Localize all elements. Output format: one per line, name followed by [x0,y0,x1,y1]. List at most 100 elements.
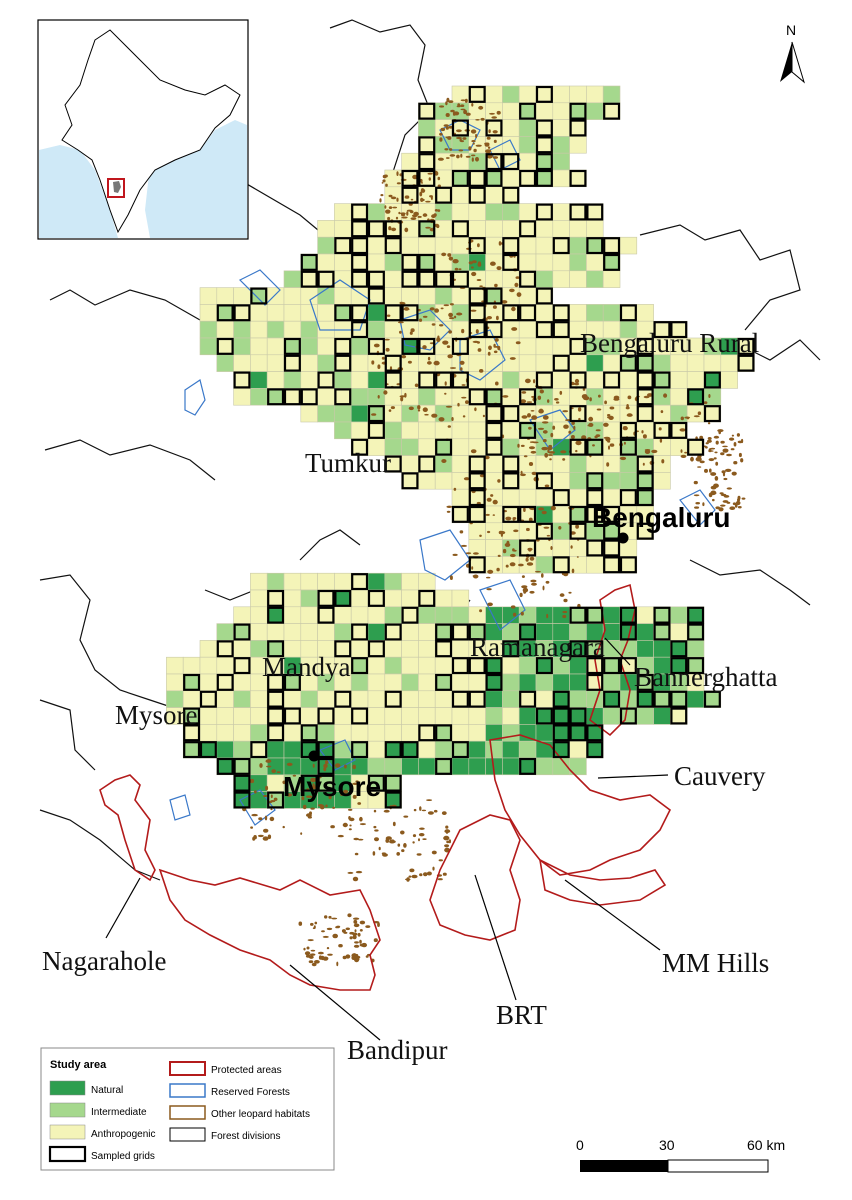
sampled-grid-cell [468,556,486,574]
habitat-patch [322,956,329,961]
grid-cell [350,623,369,641]
sampled-grid-cell [216,757,234,775]
sampled-grid-cell [183,741,201,759]
grid-cell [502,757,520,776]
grid-cell [602,472,621,490]
habitat-patch [470,449,477,454]
habitat-patch [549,451,555,454]
habitat-patch [505,516,512,521]
habitat-patch [549,458,552,461]
grid-cell [518,169,537,188]
grid-cell [334,690,352,708]
sampled-grid-cell [636,522,654,540]
grid-cell [317,253,335,272]
habitat-patch [308,960,314,964]
sampled-grid-cell [603,690,621,708]
sampled-grid-cell [535,119,553,137]
grid-cell [283,606,302,624]
habitat-patch [391,804,397,807]
grid-cell [552,304,570,322]
habitat-patch [488,129,491,134]
habitat-patch [533,379,536,384]
habitat-patch [479,285,483,288]
grid-cell [670,707,688,725]
habitat-patch [381,356,385,360]
sampled-grid-cell [636,455,654,473]
habitat-patch [396,171,399,177]
habitat-patch [422,407,428,413]
habitat-patch [365,925,371,928]
sampled-grid-cell [519,102,537,120]
habitat-patch [400,830,405,835]
habitat-patch [388,206,393,210]
habitat-patch [519,592,523,598]
habitat-patch [526,562,534,566]
grid-cell [418,119,436,137]
grid-cell [350,220,369,238]
habitat-patch [377,395,380,399]
habitat-patch [456,154,460,159]
sampled-grid-cell [653,371,671,389]
habitat-patch [378,846,381,851]
habitat-patch [607,414,611,417]
habitat-patch [460,153,463,158]
habitat-patch [328,795,332,800]
habitat-patch [740,458,744,463]
sampled-grid-cell [603,102,621,120]
grid-cell [283,740,302,759]
habitat-patch [342,955,347,960]
habitat-patch [258,834,264,838]
habitat-patch [521,391,527,394]
grid-cell [451,606,470,624]
habitat-patch [729,437,735,441]
grid-cell [384,572,402,591]
sampled-grid-cell [267,673,285,691]
grid-cell [266,724,285,742]
sampled-grid-cell [737,337,755,355]
habitat-patch [699,435,704,440]
grid-cell [602,606,621,624]
sampled-grid-cell [233,757,251,775]
sampled-grid-cell [468,321,486,339]
habitat-patch [390,406,395,410]
grid-cell [300,388,318,406]
habitat-patch [521,585,528,589]
habitat-patch [431,413,438,418]
habitat-patch [546,534,551,537]
habitat-patch [482,414,485,418]
legend-swatch-other-leopard-habitats [169,1105,206,1120]
grid-cell [317,371,335,389]
habitat-patch [542,415,549,420]
sampled-grid-cell [703,690,721,708]
grid-cell [434,236,453,255]
habitat-patch [318,804,324,807]
habitat-patch [473,148,477,153]
grid-cell [552,724,570,742]
grid-cell [535,539,554,557]
habitat-patch [529,556,535,561]
habitat-patch [437,878,443,881]
habitat-patch [476,279,482,281]
habitat-patch [427,811,434,815]
habitat-patch [438,859,443,862]
grid-cell [401,656,419,675]
habitat-patch [359,816,363,822]
grid-cell [451,589,470,608]
grid-cell [552,320,570,339]
grid-cell [502,455,520,473]
grid-cell [233,673,251,692]
sampled-grid-cell [418,136,436,154]
habitat-patch [730,448,735,451]
sampled-grid-cell [552,724,570,742]
habitat-patch [396,182,401,185]
habitat-patch [259,763,263,768]
grid-cell [367,287,386,305]
grid-cell [535,220,554,238]
grid-cell [216,337,234,356]
inset-study-area-box [107,178,125,198]
habitat-patch [263,828,269,833]
grid-cell [518,690,537,708]
sampled-grid-cell [619,421,637,439]
grid-cell [451,287,470,305]
grid-cell [401,253,419,272]
